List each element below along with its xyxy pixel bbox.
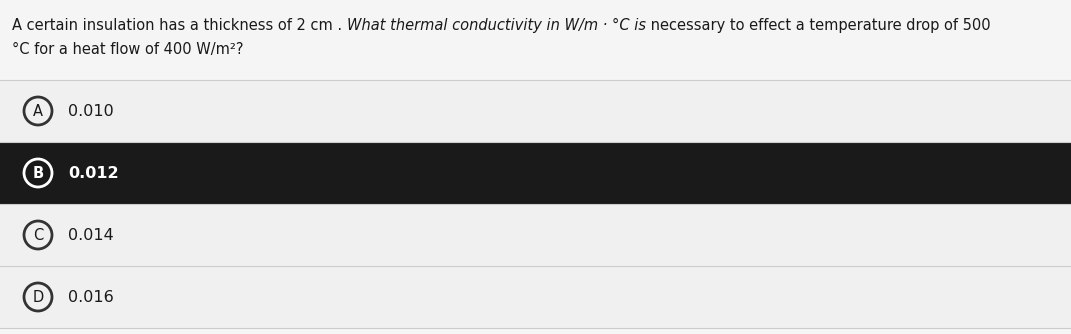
Text: necessary to effect a temperature drop of 500: necessary to effect a temperature drop o… <box>646 18 991 33</box>
Text: B: B <box>32 166 44 180</box>
Text: A certain insulation has a thickness of 2 cm .: A certain insulation has a thickness of … <box>12 18 347 33</box>
Text: What thermal conductivity in W/m · °C is: What thermal conductivity in W/m · °C is <box>347 18 646 33</box>
Text: 0.010: 0.010 <box>67 104 114 119</box>
Text: D: D <box>32 290 44 305</box>
Bar <box>0 266 1071 328</box>
Text: °C for a heat flow of 400 W/m²?: °C for a heat flow of 400 W/m²? <box>12 42 243 57</box>
Text: 0.012: 0.012 <box>67 166 119 180</box>
Text: 0.016: 0.016 <box>67 290 114 305</box>
Bar <box>0 80 1071 142</box>
Text: C: C <box>33 227 43 242</box>
Bar <box>0 142 1071 204</box>
Text: A: A <box>33 104 43 119</box>
Text: 0.014: 0.014 <box>67 227 114 242</box>
Bar <box>0 204 1071 266</box>
